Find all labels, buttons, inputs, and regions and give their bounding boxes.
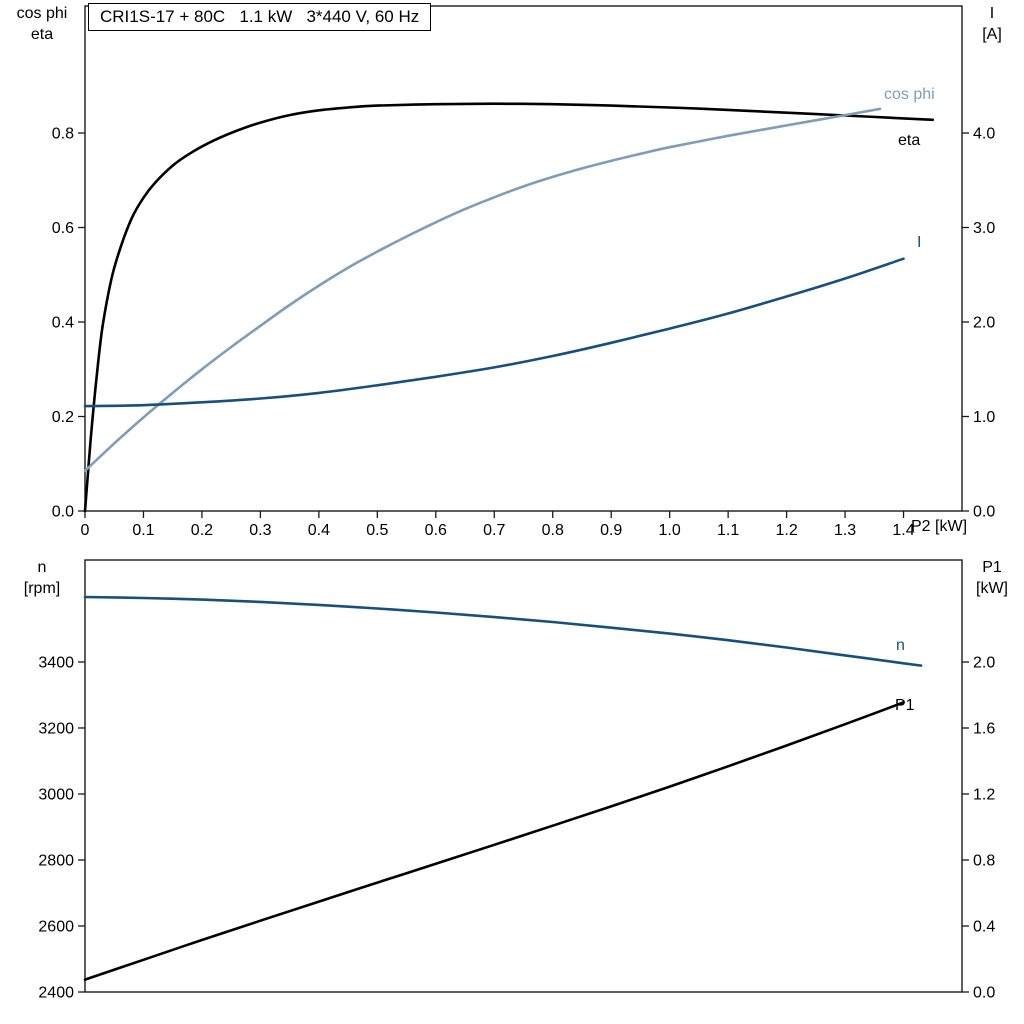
cosphi-axis-title: cos phi — [16, 5, 68, 22]
right-tick-label: 4.0 — [973, 126, 995, 143]
left-tick-label: 2400 — [38, 985, 74, 1002]
eta-axis-title: eta — [30, 26, 54, 43]
curve-eta — [83, 102, 935, 513]
left-tick-label: 3400 — [38, 654, 74, 671]
top-left-axis-title: cos phi eta — [2, 3, 82, 45]
right-tick-label: 0.0 — [973, 985, 995, 1002]
current-axis-unit: [A] — [982, 26, 1002, 43]
speed-axis-unit: [rpm] — [23, 580, 61, 597]
current-curve-label: I — [917, 234, 922, 251]
top-plot-border — [84, 5, 963, 512]
right-tick-label: 1.0 — [973, 409, 995, 426]
curve-cos-phi — [83, 107, 882, 473]
right-tick-label: 2.0 — [973, 315, 995, 332]
left-tick-label: 0.6 — [52, 220, 74, 237]
right-tick-label: 1.2 — [973, 787, 995, 804]
x-tick-label: 1.4 — [892, 522, 914, 539]
speed-curve-label: n — [896, 637, 905, 654]
right-tick-label: 0.0 — [973, 504, 995, 521]
left-tick-label: 0.2 — [52, 409, 74, 426]
cos-phi-curve-label: cos phi — [884, 86, 935, 103]
top-right-axis-title: I [A] — [964, 3, 1020, 45]
chart-title-box: CRI1S-17 + 80C 1.1 kW 3*440 V, 60 Hz — [88, 3, 432, 31]
x-tick-label: 0.9 — [600, 522, 622, 539]
x-tick-label: 0.2 — [191, 522, 213, 539]
x-tick-label: 1.3 — [834, 522, 856, 539]
left-tick-label: 2600 — [38, 918, 74, 935]
left-tick-label: 2800 — [38, 852, 74, 869]
p1-axis-unit: [kW] — [976, 580, 1008, 597]
x-tick-label: 0.5 — [366, 522, 388, 539]
bottom-left-axis-title: n [rpm] — [2, 557, 82, 599]
x-tick-label: 0.3 — [249, 522, 271, 539]
p1-curve-label: P1 — [895, 697, 915, 714]
x-tick-label: 0.4 — [308, 522, 330, 539]
curve-I — [83, 257, 905, 408]
left-tick-label: 3200 — [38, 720, 74, 737]
x-tick-label: 1.0 — [659, 522, 681, 539]
bottom-right-axis-title: P1 [kW] — [962, 557, 1022, 599]
x-tick-label: 1.1 — [717, 522, 739, 539]
right-tick-label: 0.8 — [973, 853, 995, 870]
x-tick-label: 0.8 — [542, 522, 564, 539]
left-tick-label: 0.0 — [52, 504, 74, 521]
right-tick-label: 1.6 — [973, 721, 995, 738]
right-tick-label: 0.4 — [973, 919, 995, 936]
speed-axis-title: n — [37, 559, 47, 576]
right-tick-label: 2.0 — [973, 655, 995, 672]
x-axis-label: P2 [kW] — [911, 518, 968, 535]
x-tick-label: 1.2 — [775, 522, 797, 539]
x-tick-label: 0.7 — [483, 522, 505, 539]
current-axis-title: I — [989, 5, 995, 22]
x-tick-label: 0.6 — [425, 522, 447, 539]
curve-n — [83, 595, 923, 667]
left-tick-label: 0.4 — [52, 315, 74, 332]
curve-P1 — [83, 701, 905, 981]
right-tick-label: 3.0 — [973, 220, 995, 237]
eta-curve-label: eta — [898, 132, 921, 149]
bottom-plot-border — [84, 559, 963, 993]
x-tick-label: 0 — [81, 522, 90, 539]
p1-axis-title: P1 — [982, 559, 1002, 576]
left-tick-label: 3000 — [38, 786, 74, 803]
left-tick-label: 0.8 — [52, 126, 74, 143]
x-tick-label: 0.1 — [132, 522, 154, 539]
